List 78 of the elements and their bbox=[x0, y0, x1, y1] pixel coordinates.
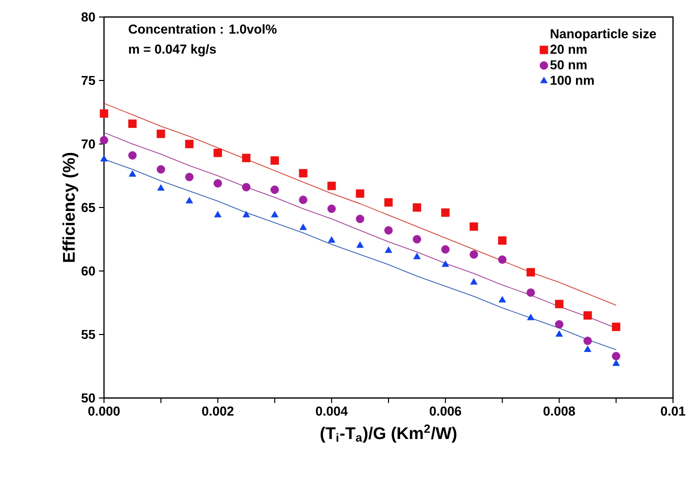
y-tick-label: 60 bbox=[82, 266, 95, 276]
point bbox=[270, 156, 279, 165]
point bbox=[328, 236, 336, 243]
point bbox=[384, 226, 393, 235]
point bbox=[470, 222, 478, 231]
point bbox=[128, 151, 137, 160]
point bbox=[214, 148, 222, 158]
point bbox=[555, 320, 564, 329]
point bbox=[583, 311, 592, 320]
x-tick-label: 0.004 bbox=[316, 406, 348, 416]
point bbox=[384, 246, 392, 253]
point bbox=[298, 196, 308, 204]
point bbox=[242, 210, 250, 218]
point bbox=[356, 241, 364, 248]
legend-title: Nanoparticle size bbox=[550, 28, 656, 41]
point bbox=[441, 208, 450, 217]
annotation: Concentration : 1.0vol% bbox=[128, 24, 277, 34]
point bbox=[498, 296, 506, 302]
point bbox=[298, 169, 308, 178]
y-tick-label: 50 bbox=[81, 393, 95, 403]
point bbox=[356, 214, 364, 224]
point bbox=[214, 210, 222, 218]
legend-label: 50 nm bbox=[550, 60, 587, 70]
point bbox=[612, 360, 620, 366]
x-tick-label: 0.01 bbox=[660, 406, 686, 416]
point bbox=[270, 186, 279, 194]
point bbox=[470, 250, 478, 259]
point bbox=[612, 352, 620, 360]
point bbox=[299, 224, 307, 230]
point bbox=[185, 172, 194, 182]
point bbox=[185, 140, 194, 148]
y-tick-label: 65 bbox=[82, 202, 96, 212]
point bbox=[214, 179, 222, 188]
point bbox=[100, 136, 108, 144]
point bbox=[526, 268, 535, 276]
point bbox=[100, 155, 108, 162]
point bbox=[612, 322, 620, 332]
point bbox=[498, 236, 507, 245]
legend-label: 100 nm bbox=[550, 76, 594, 85]
point bbox=[555, 300, 564, 308]
point bbox=[556, 330, 563, 337]
point bbox=[412, 235, 422, 244]
x-axis-title: (T$_{i}$-T$_{a}$)/G (Km$^{2}$/W) bbox=[320, 424, 456, 443]
point bbox=[327, 204, 336, 213]
x-tick-label: 0.000 bbox=[88, 406, 120, 416]
y-axis-title: Efficiency (%) bbox=[62, 152, 78, 262]
y-tick-label: 70 bbox=[82, 139, 95, 149]
point bbox=[242, 154, 250, 162]
point bbox=[128, 119, 137, 128]
point bbox=[356, 189, 364, 198]
point bbox=[186, 196, 194, 204]
y-tick-label: 80 bbox=[81, 12, 95, 22]
point bbox=[156, 130, 166, 138]
x-tick-label: 0.006 bbox=[430, 406, 462, 416]
point bbox=[584, 346, 592, 352]
point bbox=[128, 170, 136, 177]
x-tick-label: 0.002 bbox=[202, 406, 234, 416]
point bbox=[470, 278, 478, 285]
point bbox=[441, 245, 450, 254]
point bbox=[442, 260, 450, 267]
point bbox=[527, 314, 534, 320]
point bbox=[526, 288, 535, 297]
annotation: m = 0.047 kg/s bbox=[129, 44, 216, 56]
point bbox=[498, 255, 507, 264]
point bbox=[327, 182, 336, 190]
point bbox=[413, 252, 421, 260]
x-tick-label: 0.008 bbox=[544, 406, 576, 416]
point bbox=[156, 165, 166, 174]
point bbox=[271, 210, 278, 218]
point bbox=[242, 182, 250, 192]
y-tick-label: 55 bbox=[81, 330, 96, 340]
point bbox=[157, 184, 165, 191]
point bbox=[412, 203, 422, 212]
point bbox=[100, 109, 108, 118]
legend-label: 20 nm bbox=[550, 44, 587, 54]
point bbox=[384, 198, 393, 207]
y-tick-label: 75 bbox=[82, 76, 96, 86]
point bbox=[583, 336, 592, 346]
